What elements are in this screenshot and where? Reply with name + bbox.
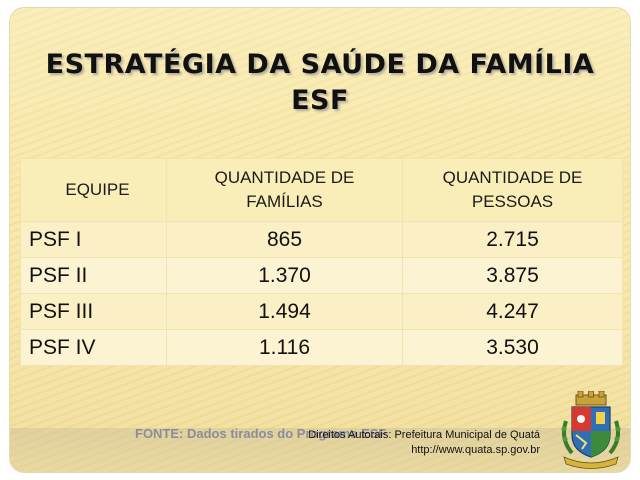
- cell-pessoas: 2.715: [402, 221, 623, 258]
- table-row: PSF III 1.494 4.247: [20, 293, 623, 330]
- table-row: PSF I 865 2.715: [20, 221, 623, 258]
- cell-equipe: PSF IV: [20, 329, 167, 366]
- cell-equipe: PSF I: [20, 221, 167, 258]
- copyright-notice: Direitos Autorais: Prefeitura Municipal …: [308, 428, 540, 458]
- cell-pessoas: 4.247: [402, 293, 623, 330]
- header-equipe: EQUIPE: [20, 158, 167, 222]
- copyright-url: http://www.quata.sp.gov.br: [411, 444, 540, 456]
- cell-familias: 865: [166, 221, 403, 258]
- page-title: ESTRATÉGIA DA SAÚDE DA FAMÍLIA: [45, 49, 595, 80]
- page-subtitle: ESF: [291, 85, 349, 116]
- copyright-line: Direitos Autorais: Prefeitura Municipal …: [308, 429, 540, 441]
- header-familias-line1: QUANTIDADE DE: [214, 168, 355, 187]
- cell-equipe: PSF III: [20, 293, 167, 330]
- data-table: EQUIPE QUANTIDADE DE FAMÍLIAS QUANTIDADE…: [20, 158, 623, 366]
- header-pessoas-line1: QUANTIDADE DE: [442, 168, 583, 187]
- cell-familias: 1.494: [166, 293, 403, 330]
- header-pessoas-line2: PESSOAS: [471, 192, 554, 211]
- table-body: PSF I 865 2.715 PSF II 1.370 3.875 PSF I…: [20, 221, 623, 366]
- cell-equipe: PSF II: [20, 257, 167, 294]
- table-header-row: EQUIPE QUANTIDADE DE FAMÍLIAS QUANTIDADE…: [20, 158, 623, 222]
- header-familias: QUANTIDADE DE FAMÍLIAS: [166, 158, 403, 222]
- cell-familias: 1.116: [166, 329, 403, 366]
- header-pessoas: QUANTIDADE DE PESSOAS: [402, 158, 623, 222]
- table-row: PSF II 1.370 3.875: [20, 257, 623, 294]
- footer-band: [10, 428, 630, 472]
- cell-pessoas: 3.530: [402, 329, 623, 366]
- table-row: PSF IV 1.116 3.530: [20, 329, 623, 366]
- cell-pessoas: 3.875: [402, 257, 623, 294]
- source-note: FONTE: Dados tirados do Programa ESF: [135, 426, 387, 441]
- coat-of-arms-icon: [561, 391, 621, 469]
- slide: ESTRATÉGIA DA SAÚDE DA FAMÍLIA ESF EQUIP…: [10, 8, 630, 472]
- cell-familias: 1.370: [166, 257, 403, 294]
- header-familias-line2: FAMÍLIAS: [246, 192, 323, 211]
